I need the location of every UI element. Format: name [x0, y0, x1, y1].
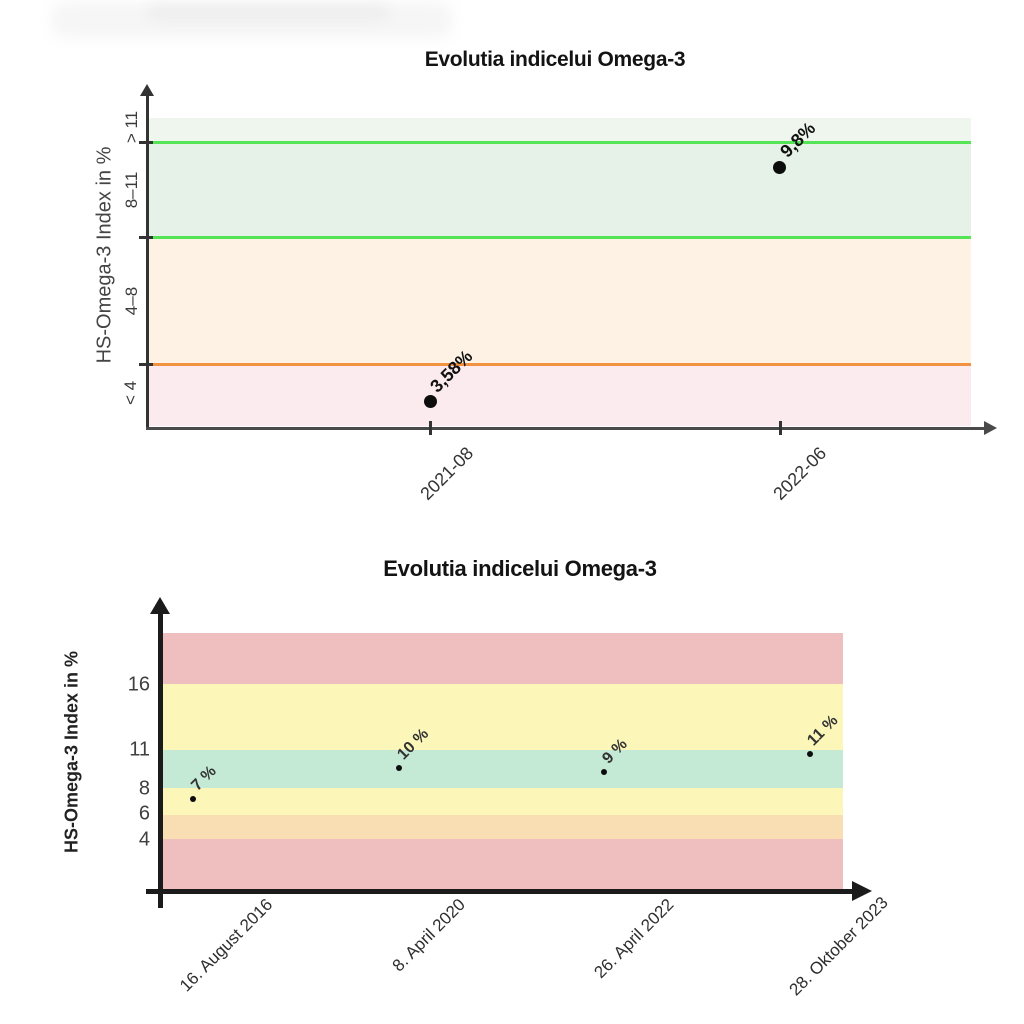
y-tick: [139, 363, 153, 366]
band-4-8: [149, 238, 971, 365]
x-axis-arrow-icon: [984, 421, 997, 435]
y-axis-arrow-icon: [140, 84, 154, 96]
band-lt-4: [149, 365, 971, 426]
y-tick-label-8-11: 8–11: [122, 171, 141, 209]
x-axis-arrow-icon: [852, 881, 872, 901]
data-point-2022: [601, 769, 607, 775]
y-tick-label-4-8: 4–8: [122, 286, 141, 316]
y-tick-label-lt4: < 4: [121, 380, 140, 406]
y-tick: [139, 236, 153, 239]
y-axis: [158, 612, 163, 908]
y-tick-label-16: 16: [127, 673, 150, 696]
y-axis-arrow-icon: [150, 597, 170, 614]
data-point-2023: [807, 751, 813, 757]
band-8-11: [149, 143, 971, 238]
threshold-line-4: [149, 363, 971, 366]
x-tick-label-2022: 26. April 2022: [590, 895, 678, 982]
x-tick-label-2021-08: 2021-08: [416, 443, 478, 504]
y-tick-label-6: 6: [138, 802, 150, 825]
y-axis-label: HS-Omega-3 Index in %: [93, 146, 116, 364]
y-axis: [146, 94, 149, 430]
threshold-line-8: [149, 236, 971, 239]
x-tick: [779, 421, 782, 435]
x-tick-label-2016: 16. August 2016: [176, 895, 277, 996]
data-point-2020: [396, 765, 402, 771]
band-lt-4: [163, 839, 843, 889]
y-tick-label-11: 11: [129, 738, 150, 761]
y-tick: [139, 141, 153, 144]
threshold-line-11: [149, 141, 971, 144]
x-tick-label-2020: 8. April 2020: [389, 895, 470, 976]
band-gt-11: [149, 118, 971, 143]
x-tick-label-2023: 28. Oktober 2023: [785, 893, 892, 1000]
band-6-8: [163, 788, 843, 815]
y-tick-label-8: 8: [138, 777, 150, 800]
x-tick: [429, 421, 432, 435]
band-11-16: [163, 684, 843, 750]
data-point-2021-08: [424, 395, 437, 408]
band-8-11: [163, 750, 843, 788]
band-4-6: [163, 815, 843, 839]
y-axis-label: HS-Omega-3 Index in %: [61, 650, 82, 854]
y-tick-label-gt11: > 11: [122, 110, 141, 144]
watermark-smudge-line: [148, 6, 388, 19]
chart-title: Evolutia indicelui Omega-3: [424, 48, 686, 71]
data-point-2022-06: [773, 161, 786, 174]
y-tick-label-4: 4: [138, 828, 150, 851]
band-gt-16: [163, 633, 843, 684]
chart-title: Evolutia indicelui Omega-3: [383, 556, 657, 581]
x-axis: [146, 889, 854, 894]
data-point-2016: [190, 796, 196, 802]
x-tick-label-2022-06: 2022-06: [769, 443, 831, 504]
x-axis: [146, 427, 986, 430]
